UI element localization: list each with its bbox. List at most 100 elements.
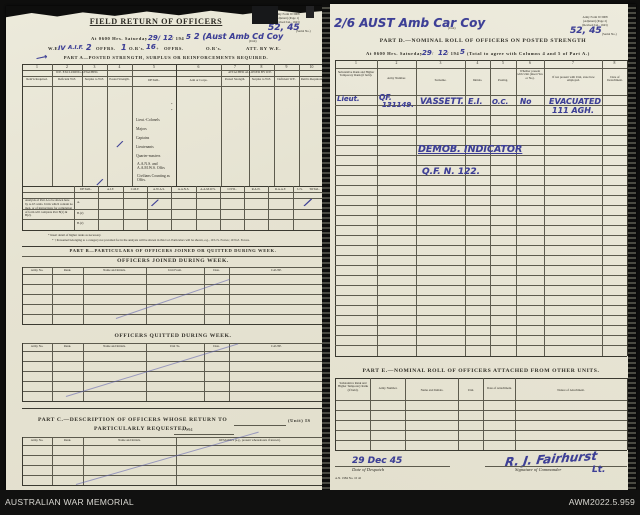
analysis-col-aamws: A.A.M.W.S.	[200, 187, 216, 191]
datestamp-day: 29	[148, 34, 158, 42]
analysis-footnote-1: * Insert detail of higher ranks as neces…	[48, 233, 102, 237]
date-of-despatch-value: 29 Dec 45	[352, 456, 403, 466]
analysis-col-civil: CIVIL.	[227, 187, 237, 191]
part-a-title: PART A—POSTED STRENGTH, SURPLUS OR REINF…	[63, 55, 269, 60]
part-d-subtitle-prefix: At 0600 Hrs. Saturday	[366, 51, 423, 56]
right-form-ref-line2: (Adjutant) (Page 2)	[582, 19, 608, 23]
part-d-header-employed: If not present with Unit, state how empl…	[552, 75, 595, 83]
part-e-header-unit: Unit.	[467, 388, 475, 392]
part-c-header-remarks: REMARKS (e.g., present whereabouts if kn…	[219, 438, 281, 442]
part-d-colnum-3: 3	[439, 61, 442, 65]
part-b-quitted-title: OFFICERS QUITTED DURING WEEK.	[114, 333, 232, 339]
signature-of-commander-label: Signature of Commander	[515, 467, 562, 472]
pen-tick-posted-strength: /	[116, 139, 123, 151]
part-a-group-left: W.E. EXCLUDING ATTACHED.	[55, 70, 99, 74]
entry-surname: VASSETT.	[420, 97, 464, 107]
detail-asterisk-1: *	[171, 102, 173, 106]
part-a-colnum-9: 9	[285, 65, 288, 69]
part-a-colnum-7: 7	[234, 65, 236, 69]
right-page-sheet: 2/6 AUST Amb Car Coy (Unit) Army Form W.…	[330, 4, 636, 490]
part-a-colnum-6: 6	[197, 65, 200, 69]
unit-label-right: (Unit)	[448, 26, 456, 30]
unit-handwritten-left: 2 (Aust Amb Cd Coy	[194, 32, 284, 41]
right-form-ref-line1: Army Form W.3008	[582, 15, 608, 19]
joined-header-unit-from: Unit From.	[168, 268, 182, 272]
archive-accession-number: AWM2022.5.959	[568, 497, 635, 507]
part-b-title: PART B—PARTICULARS OF OFFICERS JOINED OR…	[69, 248, 277, 253]
paper-shadow-top	[252, 6, 278, 24]
we-value-2: A.I.F.	[68, 45, 84, 51]
analysis-col-raaf: R.A.A.F.	[274, 187, 287, 191]
officers-count: 2	[86, 43, 92, 52]
commander-rank: Lt.	[592, 465, 606, 475]
entry-employed-line2: 111 AGH.	[552, 106, 594, 115]
pen-tick-awas: /	[151, 197, 159, 210]
analysis-col-aans: A.A.N.S.	[177, 187, 190, 191]
joined-header-name: Name and Initials.	[103, 268, 126, 272]
joined-header-army-no: Army No.	[30, 268, 44, 272]
part-a-header-7: Posted Strength.	[224, 77, 246, 81]
serial-number-label: (Serial No.)	[296, 29, 311, 33]
we-label: W.E.	[48, 46, 60, 51]
analysis-col-total: TOTAL.	[309, 187, 320, 191]
part-d-title: PART D.—NOMINAL ROLL OF OFFICERS ON POST…	[379, 38, 587, 44]
note-demob-indicator: DEMOB. INDICATOR	[418, 144, 523, 155]
page-gutter-perforation	[322, 4, 330, 490]
detail-row-captains: Captains	[136, 136, 150, 140]
part-a-colnum-3: 3	[93, 65, 96, 69]
part-e-header-rank: Substantive Rank and Higher Temporary Ra…	[337, 381, 369, 392]
officers-label-2: OFFRS.	[164, 46, 184, 51]
ors-count: 1	[121, 43, 127, 52]
part-a-header-2: Deficient W.E.	[57, 77, 77, 81]
detail-row-quarter-masters: Quarter-masters	[136, 154, 161, 158]
analysis-col-awas: A.W.A.S.	[153, 187, 165, 191]
part-d-header-surname: Surname.	[434, 78, 447, 82]
part-d-header-rank: Substantive Rank and Higher Temporary Ra…	[337, 70, 375, 78]
joined-header-rank: Rank.	[63, 268, 72, 272]
joined-header-cause: CAUSE.	[271, 268, 282, 272]
part-a-group-right: ATTACHED ALLOWED BY W.E.	[228, 70, 272, 74]
entry-employed-line1: EVACUATED	[549, 97, 602, 106]
part-a-colnum-10: 10	[309, 65, 314, 69]
ors-label-2: O.R's.	[206, 46, 222, 51]
form-ref-line1: Army Form W.3008	[274, 12, 300, 16]
datestamp-month: 12	[163, 34, 173, 42]
left-page-sheet: FIELD RETURN OF OFFICERS Army Form W.300…	[6, 6, 326, 490]
part-a-colnum-4: 4	[118, 65, 121, 69]
page-title: FIELD RETURN OF OFFICERS	[89, 17, 223, 26]
part-a-header-1: Rein'ts Required.	[26, 77, 48, 81]
entry-present-with-unit: No	[520, 97, 532, 106]
part-c-title-line2: PARTICULARLY REQUESTED.	[94, 426, 189, 432]
serial-number-handwritten: 52, 45	[268, 23, 300, 33]
form-ref-line3: (Revised Jan., 1943)	[274, 20, 300, 24]
part-e-header-nature: Nature of Attachment.	[557, 388, 585, 392]
printers-mark: A.N. 1984 No. 10 42	[335, 476, 362, 480]
quitted-header-unit-to: Unit To.	[169, 344, 181, 348]
plus-sign: +	[156, 46, 160, 51]
analysis-row-b1: B.(2)	[77, 211, 84, 215]
analysis-detail-header: DETAIL.	[80, 187, 92, 191]
quitted-header-date: Date.	[213, 344, 220, 348]
part-d-header-initials: Initials.	[472, 78, 483, 82]
archive-footer: AUSTRALIAN WAR MEMORIAL AWM2022.5.959	[0, 490, 640, 515]
part-e-header-date: Date of Attachment.	[487, 386, 512, 390]
part-a-header-5: DETAIL.	[148, 78, 160, 82]
detail-row-civilians: Civilians Counting as Offrs.	[137, 174, 170, 183]
analysis-note: Analysis of Part A to be shown here by A…	[25, 198, 73, 218]
part-d-colnum-7: 7	[572, 61, 574, 65]
part-c-header-army-no: Army No.	[30, 438, 44, 442]
datestamp-prefix: At 0600 Hrs. Saturday	[91, 36, 148, 41]
analysis-col-aif: A.I.F.	[106, 187, 115, 191]
entry-army-number: 131149.	[382, 101, 414, 109]
part-c-unit-label: (Unit) IS	[288, 418, 311, 423]
detail-row-lieut-colonels: Lieut.-Colonels	[136, 118, 160, 122]
right-serial-label: (Serial No.)	[602, 32, 617, 36]
note-demob-code: Q.F. N. 122.	[422, 167, 481, 177]
quitted-header-army-no: Army No.	[30, 344, 44, 348]
torn-paper-edge	[6, 6, 326, 18]
detail-asterisk-2: *	[171, 108, 173, 112]
quitted-header-cause: CAUSE.	[271, 344, 282, 348]
part-a-header-9: Deficient W.E.	[277, 77, 296, 81]
right-edge-perforation	[628, 4, 636, 490]
